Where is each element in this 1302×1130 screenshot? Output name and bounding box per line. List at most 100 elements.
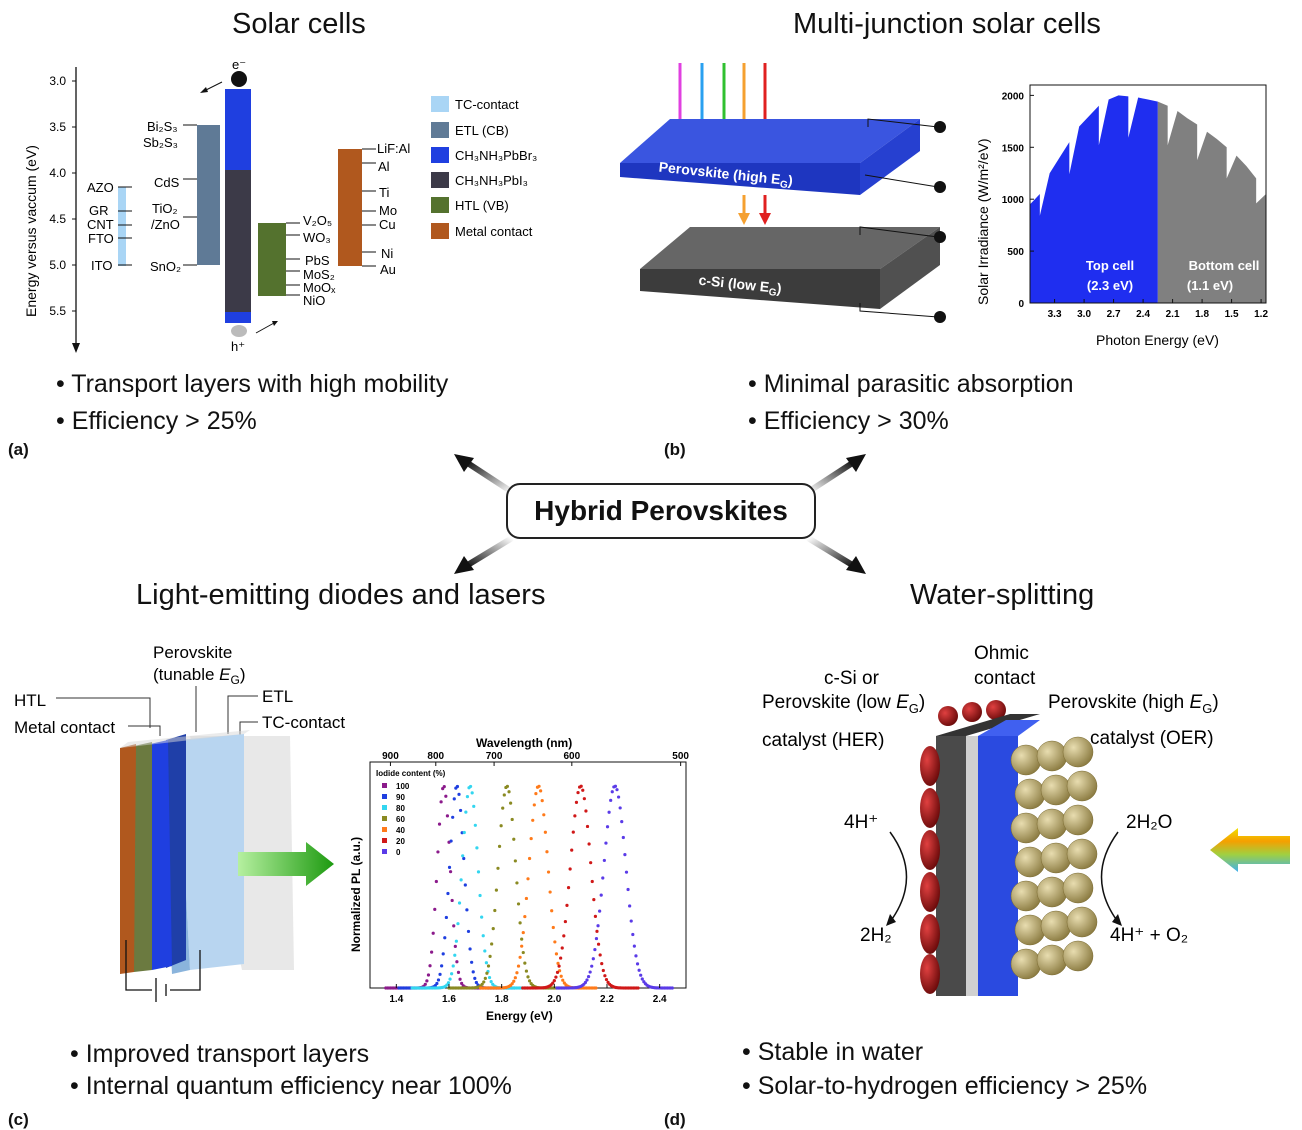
pl-point <box>457 792 461 796</box>
tc-bar <box>118 187 126 266</box>
pl-point <box>545 850 549 854</box>
pl-point <box>526 877 530 881</box>
oer-catalyst-particle <box>1040 774 1072 806</box>
pl-point <box>583 980 588 985</box>
tc-label: AZO <box>87 180 114 195</box>
pl-point <box>455 960 459 964</box>
pl-point <box>433 907 437 911</box>
pl-point <box>505 784 510 788</box>
oer-catalyst-particle <box>1014 846 1046 878</box>
pl-point <box>571 830 575 834</box>
pl-point <box>559 956 563 960</box>
x-tick-label: 2.4 <box>1136 309 1150 320</box>
pl-point <box>430 950 434 954</box>
legend-label: CH₃NH₃PbBr₃ <box>455 148 537 163</box>
pl-point <box>599 893 603 897</box>
axis-label: Energy versus vaccum (eV) <box>23 145 39 317</box>
pl-point <box>445 983 449 987</box>
pl-point <box>512 979 516 983</box>
top-tick-label: 600 <box>563 751 580 762</box>
top-tick-label: 800 <box>427 751 444 762</box>
panel-c-bullet: • Internal quantum efficiency near 100% <box>70 1072 512 1100</box>
pl-point <box>623 852 627 857</box>
etl-bar <box>197 125 220 265</box>
tick: 5.0 <box>49 258 66 272</box>
x-tick-label: 2.4 <box>653 994 667 1005</box>
oer-catalyst-particle <box>1036 808 1068 840</box>
pl-point <box>550 909 554 913</box>
x-tick-label: 1.2 <box>1254 309 1268 320</box>
water-splitting-device: c-Si or Perovskite (low EG) Ohmic contac… <box>762 643 1290 996</box>
htl-label: MoS₂ <box>303 267 335 282</box>
oer-catalyst-particle <box>1036 740 1068 772</box>
pl-point <box>585 978 589 982</box>
pl-point <box>438 972 442 976</box>
panel-d-label: (d) <box>664 1110 686 1129</box>
pl-point <box>443 936 447 940</box>
pl-point <box>461 854 465 858</box>
legend: TC-contact ETL (CB) CH₃NH₃PbBr₃ CH₃NH₃Pb… <box>431 96 537 239</box>
pl-point <box>457 901 462 905</box>
legend-label: ETL (CB) <box>455 123 509 138</box>
oer-catalyst-particle <box>1040 910 1072 942</box>
legend-label: Metal contact <box>455 224 533 239</box>
pl-point <box>463 883 467 887</box>
pl-point <box>598 953 602 957</box>
x-axis-label: Photon Energy (eV) <box>1096 332 1219 348</box>
pl-point <box>487 975 492 980</box>
pl-point <box>601 968 605 973</box>
y-axis-label: Solar Irradiance (W/m²/eV) <box>975 139 991 305</box>
pl-point <box>534 792 538 796</box>
pl-point <box>590 964 594 968</box>
panel-d-bullet: • Stable in water <box>742 1038 924 1066</box>
pl-point <box>426 973 431 977</box>
hole <box>231 325 247 337</box>
pl-point <box>496 866 500 870</box>
pl-point <box>516 902 521 906</box>
oer-catalyst-particle <box>1010 880 1042 912</box>
pl-point <box>483 976 487 980</box>
oer-catalyst-particle <box>1010 812 1042 844</box>
pl-point <box>494 888 498 892</box>
pl-point <box>551 981 555 985</box>
pl-point <box>473 823 477 827</box>
panel-b-title: Multi-junction solar cells <box>793 8 1101 40</box>
legend-label: 40 <box>396 826 405 835</box>
legend-swatch <box>431 96 449 112</box>
pl-point <box>524 969 529 973</box>
pl-point <box>458 808 463 813</box>
pl-point <box>520 937 524 941</box>
pl-point <box>437 822 442 826</box>
pl-point <box>593 947 597 952</box>
metal-label: Ti <box>379 185 389 200</box>
metal-label: LiF:Al <box>377 141 410 156</box>
pl-point <box>596 942 601 946</box>
pl-point <box>636 986 640 990</box>
x-tick-label: 1.6 <box>442 994 456 1005</box>
pl-point <box>470 791 474 795</box>
pl-point <box>618 806 622 810</box>
pl-point <box>466 929 471 934</box>
center-label: Hybrid Perovskites <box>506 483 816 539</box>
pl-point <box>448 870 453 874</box>
oer-catalyst-particle <box>1062 804 1094 836</box>
top-cell-ev: (2.3 eV) <box>1087 278 1133 293</box>
panel-d-bullet: • Solar-to-hydrogen efficiency > 25% <box>742 1072 1148 1100</box>
pl-point <box>634 954 638 958</box>
pl-point <box>594 936 599 941</box>
pl-point <box>586 974 591 979</box>
pl-point <box>453 944 457 949</box>
label-o2: 4H⁺ + O₂ <box>1110 925 1188 946</box>
tc-label: ITO <box>91 258 112 273</box>
oer-catalyst-particle <box>1062 940 1094 972</box>
pl-point <box>527 979 532 983</box>
y-tick-label: 0 <box>1018 299 1024 310</box>
label-metal: Metal contact <box>14 718 115 737</box>
label-etl: ETL <box>262 687 293 706</box>
pl-point <box>509 801 513 805</box>
pl-point <box>510 982 514 986</box>
pl-point <box>502 793 506 797</box>
y-tick-label: 500 <box>1007 247 1024 258</box>
pl-point <box>516 964 521 968</box>
electron <box>231 71 247 87</box>
